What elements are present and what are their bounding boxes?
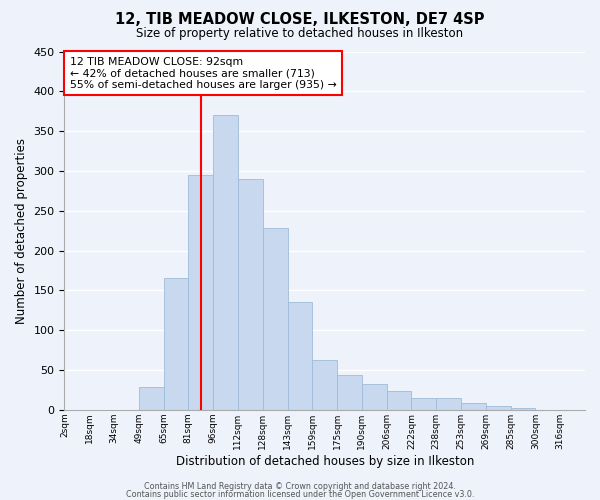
Bar [412,398,436,410]
Bar [362,384,386,410]
Bar [263,228,287,410]
Bar [313,360,337,410]
Bar [511,408,535,410]
Text: 12, TIB MEADOW CLOSE, ILKESTON, DE7 4SP: 12, TIB MEADOW CLOSE, ILKESTON, DE7 4SP [115,12,485,28]
Text: Contains public sector information licensed under the Open Government Licence v3: Contains public sector information licen… [126,490,474,499]
Bar [238,179,263,410]
Text: Size of property relative to detached houses in Ilkeston: Size of property relative to detached ho… [136,28,464,40]
Bar [213,115,238,410]
Bar [386,390,412,410]
Bar [436,398,461,410]
Bar [139,388,164,410]
X-axis label: Distribution of detached houses by size in Ilkeston: Distribution of detached houses by size … [176,454,474,468]
Bar [337,375,362,410]
Text: 12 TIB MEADOW CLOSE: 92sqm
← 42% of detached houses are smaller (713)
55% of sem: 12 TIB MEADOW CLOSE: 92sqm ← 42% of deta… [70,57,337,90]
Bar [461,404,486,410]
Text: Contains HM Land Registry data © Crown copyright and database right 2024.: Contains HM Land Registry data © Crown c… [144,482,456,491]
Bar [164,278,188,410]
Y-axis label: Number of detached properties: Number of detached properties [15,138,28,324]
Bar [188,175,213,410]
Bar [287,302,313,410]
Bar [486,406,511,410]
